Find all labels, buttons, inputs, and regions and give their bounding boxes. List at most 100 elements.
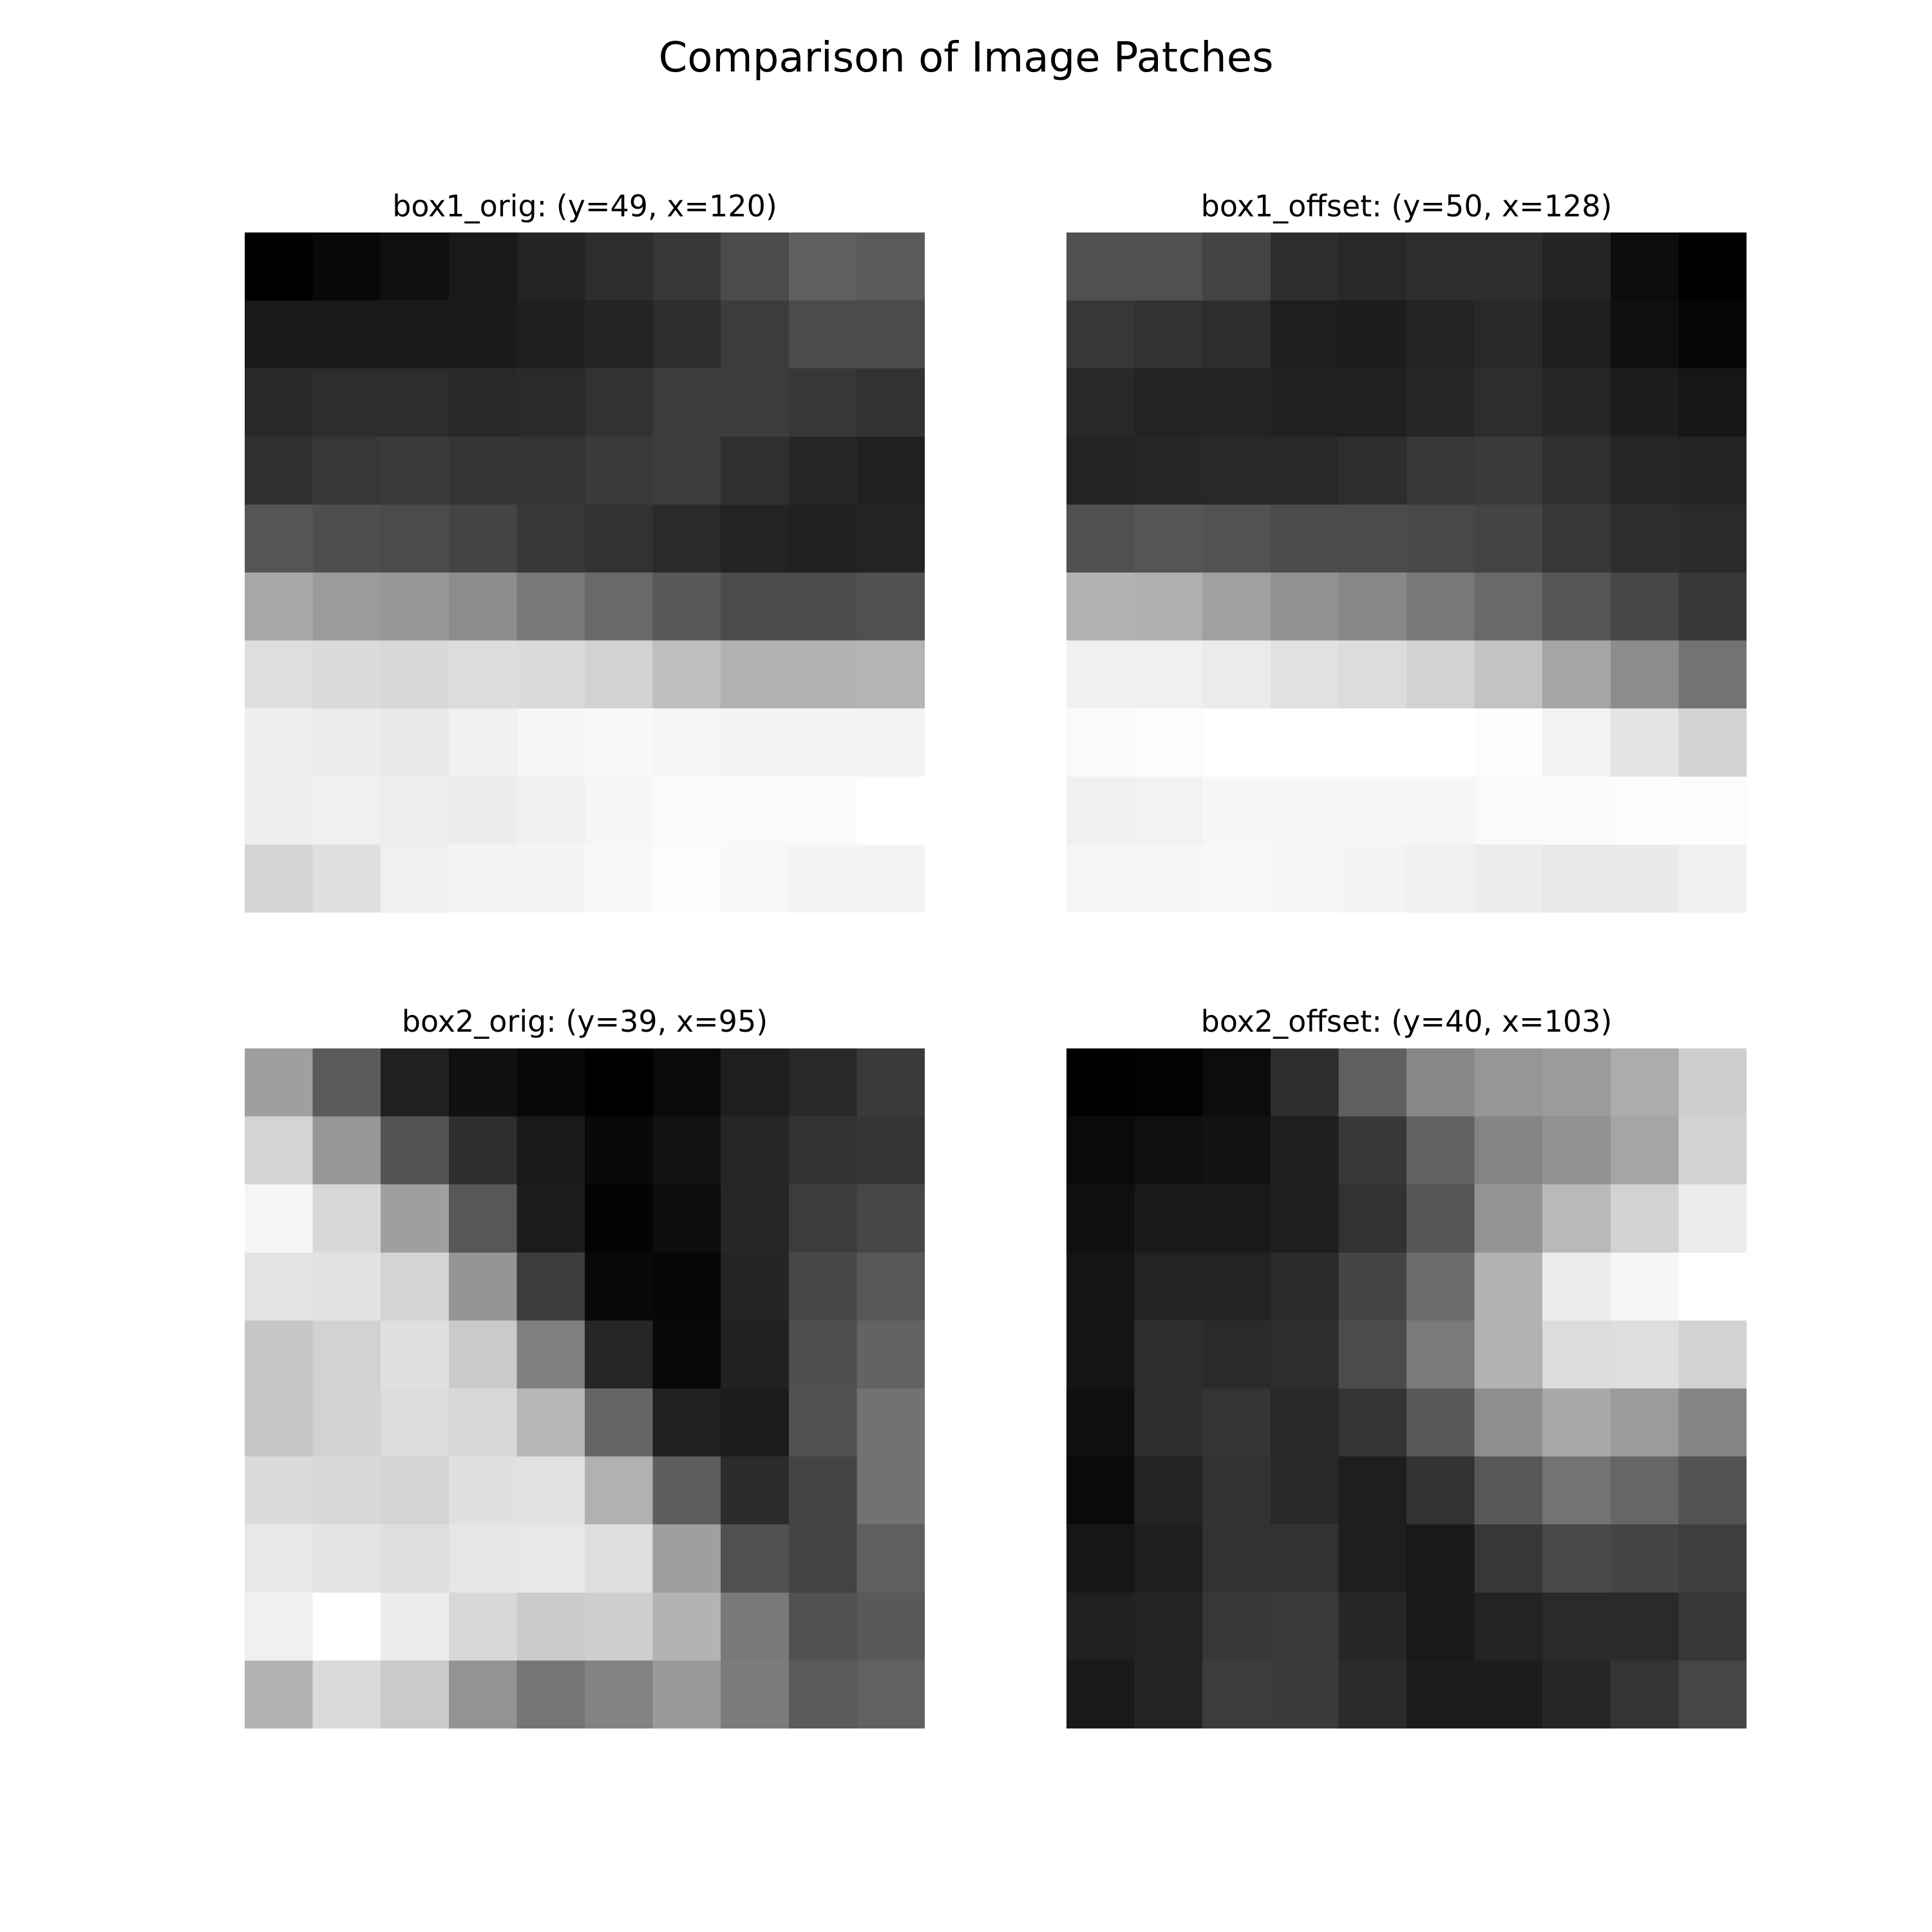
heatmap-cell-r3-c8 [1610,436,1680,506]
heatmap-cell-r9-c0 [245,844,314,913]
heatmap-cell-r4-c8 [1610,504,1680,574]
heatmap-cell-r1-c0 [1066,300,1135,370]
heatmap-cell-r1-c0 [245,1116,314,1186]
panel-title-box1-offset: box1_offset: (y=50, x=128) [1200,189,1613,223]
heatmap-cell-r5-c2 [1202,573,1271,641]
heatmap-cell-r7-c9 [857,1524,925,1593]
heatmap-cell-r5-c7 [721,573,790,641]
heatmap-cell-r6-c2 [1202,640,1271,710]
heatmap-cell-r3-c3 [448,1252,518,1321]
heatmap-cell-r9-c4 [1338,844,1408,913]
heatmap-cell-r5-c0 [245,1388,314,1457]
heatmap-cell-r8-c7 [1542,776,1611,846]
heatmap-cell-r8-c6 [652,1592,722,1662]
heatmap-cell-r3-c1 [312,1252,382,1321]
heatmap-cell-r5-c8 [788,573,858,641]
heatmap-cell-r0-c8 [1610,232,1680,301]
heatmap-cell-r8-c9 [1678,776,1747,846]
heatmap-cell-r5-c7 [721,1388,790,1457]
heatmap-cell-r6-c1 [312,1456,382,1526]
heatmap-cell-r2-c5 [1406,1184,1475,1253]
heatmap-cell-r1-c4 [516,1116,586,1186]
heatmap-cell-r8-c9 [857,1592,925,1662]
heatmap-cell-r4-c2 [1202,504,1271,574]
heatmap-cell-r5-c5 [1406,573,1475,641]
heatmap-cell-r1-c1 [312,300,382,370]
heatmap-cell-r8-c7 [721,1592,790,1662]
heatmap-cell-r8-c2 [381,1592,450,1662]
heatmap-cell-r7-c7 [721,1524,790,1593]
heatmap-cell-r4-c3 [1270,1320,1340,1390]
heatmap-cell-r6-c6 [1474,640,1544,710]
heatmap-cell-r8-c8 [788,776,858,846]
heatmap-cell-r7-c6 [652,1524,722,1593]
heatmap-cell-r6-c5 [1406,640,1475,710]
heatmap-cell-r9-c6 [652,1660,722,1728]
heatmap-cell-r8-c2 [1202,1592,1271,1662]
heatmap-cell-r7-c8 [788,708,858,777]
heatmap-cell-r2-c1 [312,368,382,437]
heatmap-cell-r8-c7 [721,776,790,846]
heatmap-cell-r8-c1 [312,1592,382,1662]
heatmap-cell-r3-c1 [312,436,382,506]
heatmap-cell-r8-c4 [516,776,586,846]
heatmap-cell-r0-c7 [1542,1048,1611,1117]
heatmap-cell-r5-c4 [516,1388,586,1457]
heatmap-cell-r3-c9 [857,436,925,506]
heatmap-cell-r9-c0 [1066,844,1135,913]
heatmap-cell-r4-c0 [245,1320,314,1390]
heatmap-cell-r5-c2 [1202,1388,1271,1457]
heatmap-cell-r8-c4 [1338,1592,1408,1662]
heatmap-cell-r6-c9 [857,1456,925,1526]
heatmap-cell-r5-c3 [448,1388,518,1457]
heatmap-cell-r0-c6 [652,1048,722,1117]
heatmap-cell-r0-c9 [857,1048,925,1117]
panel-title-box2-orig: box2_orig: (y=39, x=95) [401,1004,768,1039]
heatmap-cell-r5-c8 [788,1388,858,1457]
heatmap-cell-r0-c9 [1678,1048,1747,1117]
heatmap-cell-r7-c1 [312,1524,382,1593]
heatmap-cell-r1-c0 [245,300,314,370]
figure-title: Comparison of Image Patches [658,34,1274,82]
heatmap-cell-r0-c8 [788,232,858,301]
heatmap-cell-r9-c9 [857,1660,925,1728]
heatmap-cell-r2-c0 [1066,1184,1135,1253]
heatmap-cell-r1-c6 [1474,300,1544,370]
heatmap-cell-r7-c3 [1270,708,1340,777]
heatmap-cell-r1-c9 [857,1116,925,1186]
heatmap-cell-r1-c5 [1406,1116,1475,1186]
heatmap-cell-r9-c3 [1270,1660,1340,1728]
heatmap-cell-r5-c5 [1406,1388,1475,1457]
heatmap-cell-r6-c3 [1270,1456,1340,1526]
heatmap-cell-r7-c0 [245,1524,314,1593]
panel-title-box2-offset: box2_offset: (y=40, x=103) [1200,1004,1613,1039]
heatmap-cell-r4-c1 [1134,1320,1204,1390]
heatmap-cell-r9-c9 [1678,844,1747,913]
heatmap-cell-r8-c5 [1406,776,1475,846]
heatmap-cell-r1-c4 [1338,1116,1408,1186]
heatmap-cell-r6-c3 [448,1456,518,1526]
heatmap-cell-r1-c9 [1678,1116,1747,1186]
heatmap-cell-r3-c7 [721,436,790,506]
heatmap-cell-r6-c8 [788,640,858,710]
heatmap-cell-r7-c7 [1542,708,1611,777]
heatmap-cell-r3-c8 [1610,1252,1680,1321]
heatmap-cell-r9-c1 [1134,844,1204,913]
heatmap-cell-r5-c1 [1134,1388,1204,1457]
heatmap-cell-r3-c4 [1338,436,1408,506]
heatmap-cell-r2-c3 [448,368,518,437]
heatmap-cell-r4-c9 [1678,1320,1747,1390]
heatmap-cell-r9-c4 [516,844,586,913]
heatmap-cell-r7-c6 [1474,1524,1544,1593]
heatmap-cell-r6-c6 [652,640,722,710]
heatmap-cell-r4-c2 [381,504,450,574]
heatmap-cell-r2-c3 [448,1184,518,1253]
heatmap-cell-r7-c0 [1066,1524,1135,1593]
heatmap-cell-r1-c0 [1066,1116,1135,1186]
heatmap-cell-r7-c3 [1270,1524,1340,1593]
heatmap-cell-r1-c9 [1678,300,1747,370]
heatmap-cell-r9-c3 [448,1660,518,1728]
heatmap-cell-r3-c7 [1542,436,1611,506]
heatmap-cell-r9-c1 [312,844,382,913]
heatmap-cell-r6-c2 [381,640,450,710]
